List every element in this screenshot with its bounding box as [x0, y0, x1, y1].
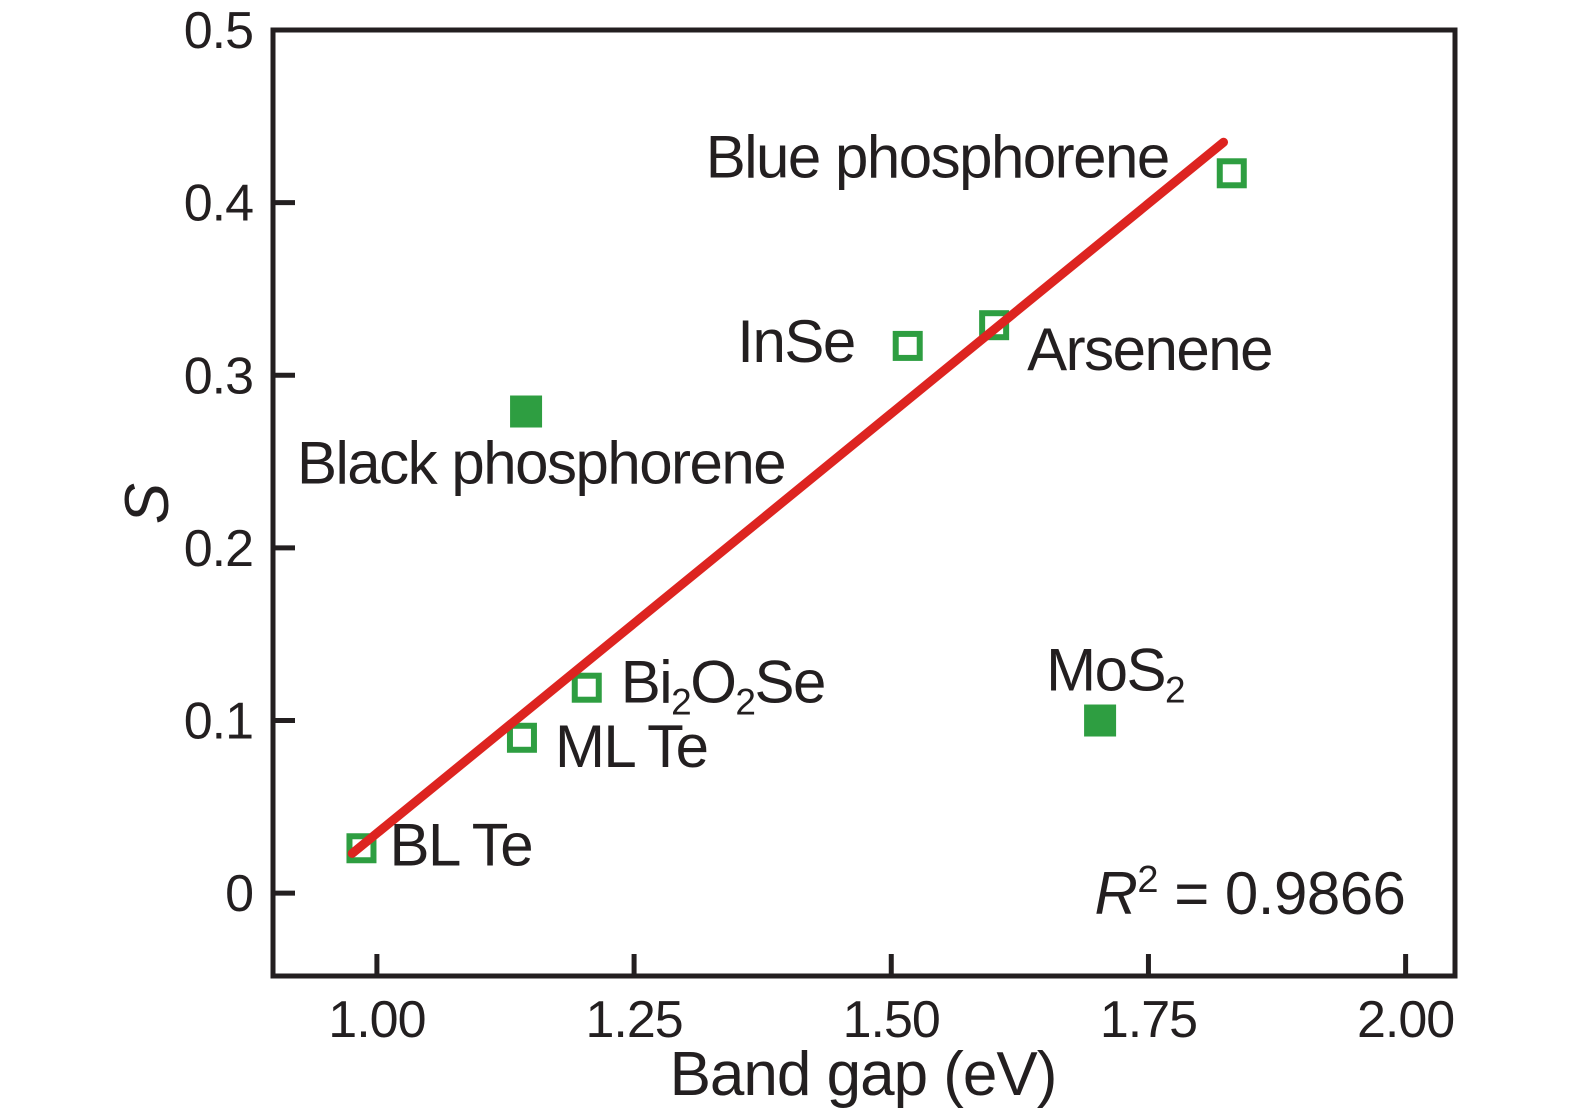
- y-axis-title: S: [113, 483, 182, 524]
- point-label-bi2o2se: Bi2O2Se: [621, 649, 825, 723]
- r-symbol: R: [1095, 860, 1138, 927]
- x-tick-label-1.25: 1.25: [585, 991, 682, 1049]
- label-text-segment: O: [690, 649, 735, 716]
- marker-bi2o2se: [571, 672, 602, 703]
- label-text-segment: Blue phosphorene: [706, 123, 1169, 190]
- x-tick-label-2.00: 2.00: [1357, 991, 1454, 1049]
- x-axis-ticks: [374, 954, 1409, 976]
- label-text-segment: Se: [754, 649, 824, 716]
- label-subscript: 2: [1165, 670, 1184, 711]
- y-tick-label-0.2: 0.2: [184, 520, 253, 578]
- fit-line-group: [347, 137, 1229, 858]
- marker-ml-te: [506, 722, 537, 753]
- label-text-segment: Arsenene: [1027, 316, 1272, 383]
- label-subscript: 2: [671, 682, 690, 723]
- y-tick-label-0.4: 0.4: [184, 175, 253, 233]
- y-tick-label-0.3: 0.3: [184, 347, 253, 405]
- label-text-segment: BL Te: [389, 811, 532, 878]
- r-value: = 0.9866: [1158, 860, 1405, 927]
- y-axis-tick-labels: 0 0.1 0.2 0.3 0.4 0.5: [184, 2, 254, 923]
- point-label-ml-te: ML Te: [555, 713, 708, 780]
- label-text-segment: MoS: [1046, 637, 1165, 704]
- point-label-black-phosphorene: Black phosphorene: [297, 430, 785, 497]
- r-squared-annotation: R2 = 0.9866: [1095, 859, 1406, 927]
- x-tick-label-1.75: 1.75: [1100, 991, 1197, 1049]
- marker-black-phosphorene: [510, 395, 543, 428]
- marker-inse: [892, 330, 923, 361]
- point-label-inse: InSe: [737, 308, 854, 375]
- marker-bl-te: [346, 833, 377, 864]
- x-axis-title: Band gap (eV): [670, 1040, 1057, 1109]
- data-point-markers: [346, 158, 1247, 864]
- x-axis-tick-labels: 1.00 1.25 1.50 1.75 2.00: [328, 991, 1455, 1049]
- fit-line: [347, 137, 1229, 858]
- marker-blue-phosphorene: [1216, 158, 1247, 189]
- label-text-segment: InSe: [737, 308, 854, 375]
- label-subscript: 2: [735, 682, 754, 723]
- point-label-bl-te: BL Te: [389, 811, 532, 878]
- label-text-segment: Black phosphorene: [297, 430, 785, 497]
- y-axis-ticks: [273, 200, 295, 896]
- r-exponent: 2: [1137, 859, 1158, 901]
- point-label-blue-phosphorene: Blue phosphorene: [706, 123, 1169, 190]
- marker-mos2: [1084, 704, 1117, 737]
- plot-border: [270, 27, 1458, 979]
- label-text-segment: ML Te: [555, 713, 708, 780]
- y-tick-label-0.1: 0.1: [184, 693, 253, 751]
- y-tick-label-0.5: 0.5: [184, 2, 253, 60]
- label-text-segment: Bi: [621, 649, 671, 716]
- x-tick-label-1.50: 1.50: [843, 991, 940, 1049]
- y-tick-label-0: 0: [225, 865, 253, 923]
- point-label-mos2: MoS2: [1046, 637, 1184, 711]
- point-label-arsenene: Arsenene: [1027, 316, 1272, 383]
- x-tick-label-1.00: 1.00: [328, 991, 425, 1049]
